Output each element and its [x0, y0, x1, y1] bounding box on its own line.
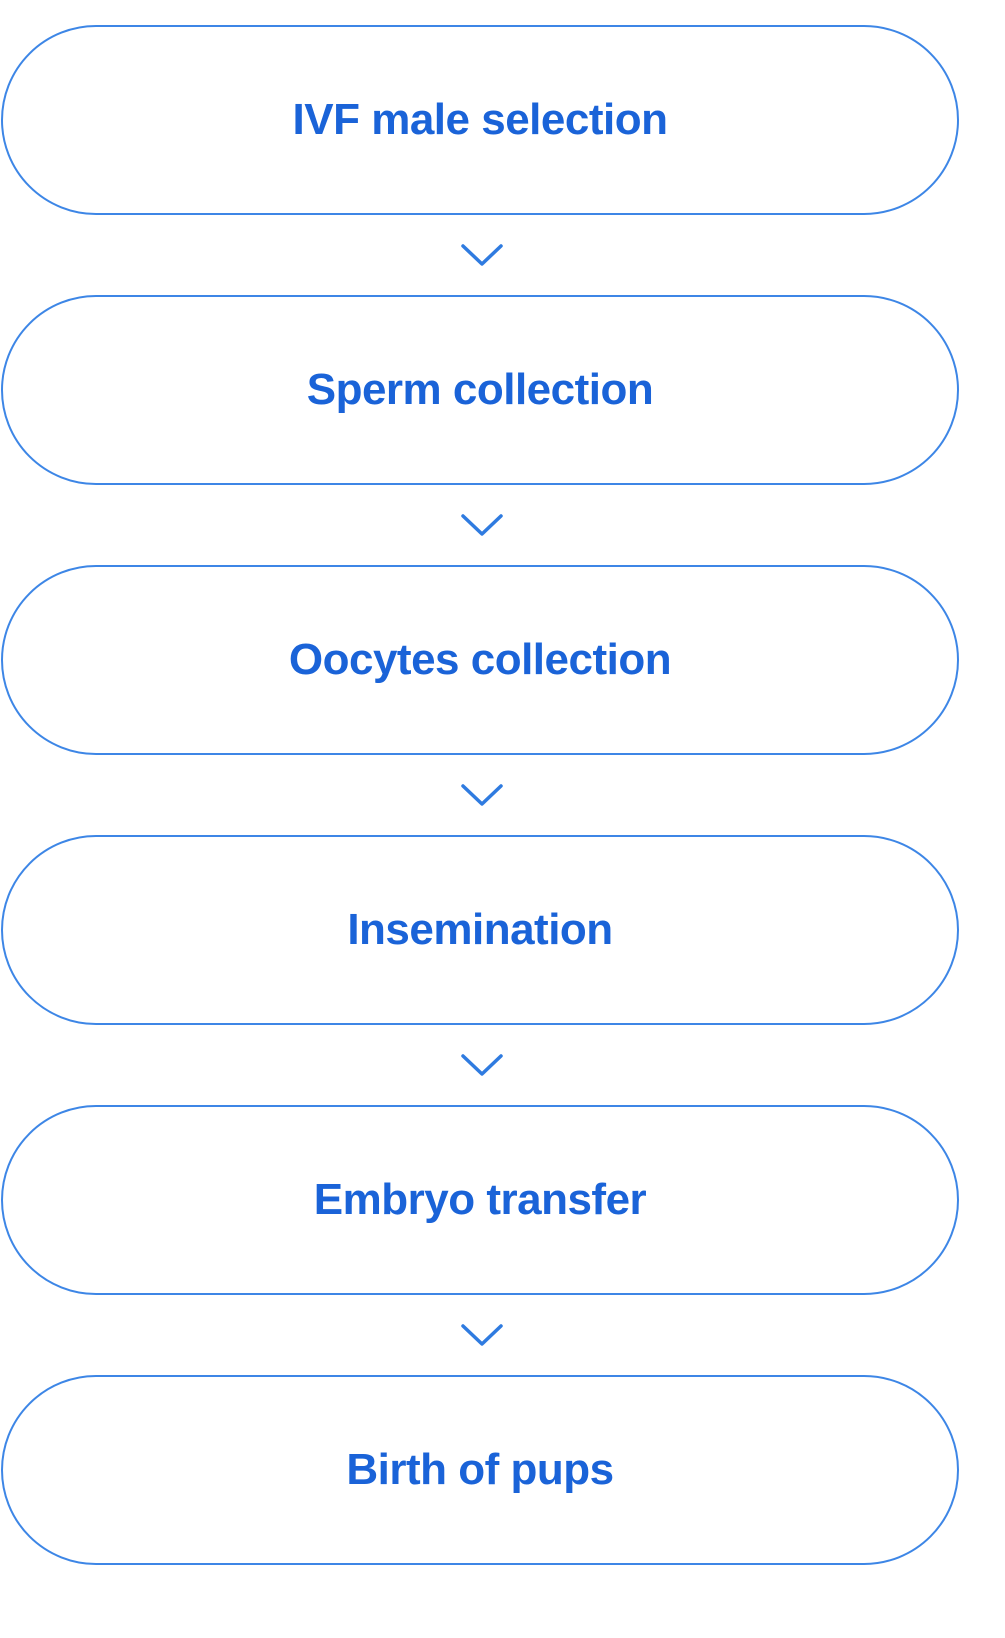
step-sperm-collection: Sperm collection — [1, 295, 959, 485]
step-label: Birth of pups — [346, 1445, 614, 1494]
step-label: Sperm collection — [306, 365, 654, 414]
chevron-down-icon — [460, 1323, 504, 1347]
chevron-down-icon — [460, 513, 504, 537]
step-embryo-transfer: Embryo transfer — [1, 1105, 959, 1295]
chevron-down-icon — [460, 783, 504, 807]
chevron-down-icon — [460, 1053, 504, 1077]
chevron-down-icon — [460, 243, 504, 267]
step-label: Embryo transfer — [313, 1175, 647, 1224]
step-label: Insemination — [347, 905, 613, 954]
step-oocytes-collection: Oocytes collection — [1, 565, 959, 755]
step-label: Oocytes collection — [288, 635, 672, 684]
step-ivf-male-selection: IVF male selection — [1, 25, 959, 215]
step-insemination: Insemination — [1, 835, 959, 1025]
step-label: IVF male selection — [292, 95, 668, 144]
step-birth-of-pups: Birth of pups — [1, 1375, 959, 1565]
